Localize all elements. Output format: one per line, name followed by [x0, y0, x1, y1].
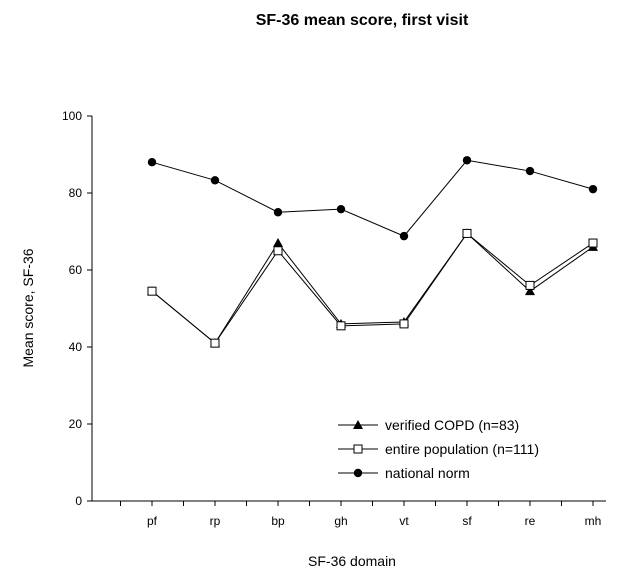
x-ticks: pf rp bp gh vt sf re mh: [120, 501, 602, 528]
data-point: [462, 228, 472, 238]
legend-item: national norm: [338, 465, 470, 481]
y-axis-label: Mean score, SF-36: [20, 248, 36, 367]
series-line: [151, 232, 594, 344]
legend-marker: [353, 468, 363, 478]
y-tick-label: 100: [62, 109, 82, 123]
x-tick-label: vt: [399, 514, 409, 528]
legend: verified COPD (n=83) entire population (n…: [338, 417, 539, 481]
series-2: [147, 156, 598, 241]
series-line: [151, 232, 594, 344]
legend-label: national norm: [385, 465, 470, 481]
x-tick-label: gh: [334, 514, 347, 528]
data-point: [525, 166, 535, 176]
series-layer: [147, 156, 598, 348]
series-line: [151, 159, 594, 237]
legend-item: verified COPD (n=83): [338, 417, 519, 433]
y-tick-label: 20: [69, 417, 83, 431]
y-tick-label: 0: [75, 494, 82, 508]
data-point: [399, 231, 409, 241]
data-point: [462, 156, 472, 165]
data-point: [588, 184, 598, 194]
legend-label: entire population (n=111): [385, 441, 539, 457]
data-point: [336, 204, 346, 214]
x-axis-label: SF-36 domain: [308, 553, 396, 569]
legend-item: entire population (n=111): [338, 441, 539, 457]
data-point: [273, 238, 283, 248]
x-tick-label: mh: [585, 514, 602, 528]
data-point: [399, 319, 409, 329]
data-point: [525, 280, 535, 290]
data-point: [210, 176, 220, 185]
x-tick-label: sf: [462, 514, 472, 528]
legend-marker: [353, 420, 363, 429]
data-point: [525, 286, 535, 296]
x-tick-label: rp: [210, 514, 221, 528]
y-ticks: 0 20 40 60 80 100: [62, 109, 92, 508]
data-point: [147, 286, 157, 296]
x-tick-label: bp: [271, 514, 285, 528]
data-point: [210, 338, 220, 348]
chart-title: SF-36 mean score, first visit: [256, 12, 469, 29]
series-1: [147, 228, 598, 348]
axes: [91, 116, 606, 502]
y-tick-label: 80: [69, 186, 83, 200]
data-point: [273, 246, 283, 256]
x-tick-label: pf: [147, 514, 158, 528]
y-tick-label: 60: [69, 263, 83, 277]
data-point: [273, 208, 283, 217]
x-tick-label: re: [525, 514, 536, 528]
data-point: [588, 238, 598, 248]
legend-label: verified COPD (n=83): [385, 417, 519, 433]
data-point: [147, 158, 157, 167]
data-point: [336, 321, 346, 331]
legend-marker: [353, 444, 363, 454]
y-tick-label: 40: [69, 340, 83, 354]
